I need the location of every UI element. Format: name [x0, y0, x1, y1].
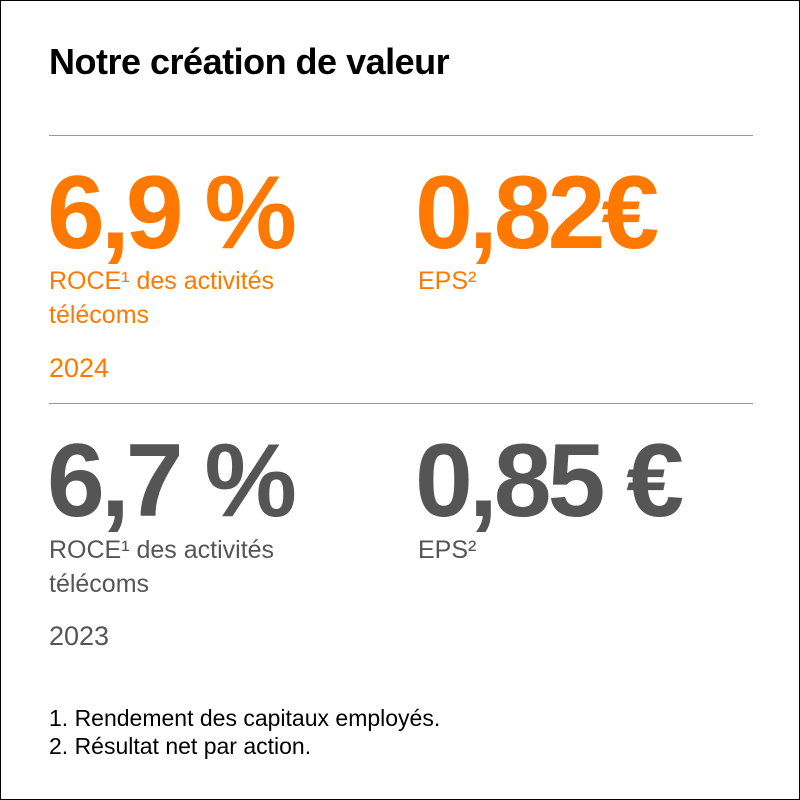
roce-2024-label: ROCE¹ des activités télécoms — [49, 267, 275, 329]
footnote-2: 2. Résultat net par action. — [49, 733, 312, 759]
eps-2024-label: EPS² — [418, 267, 477, 295]
year-2024: 2024 — [49, 353, 110, 383]
eps-2023-label: EPS² — [418, 536, 477, 564]
footnote-1: 1. Rendement des capitaux employés. — [49, 705, 441, 731]
year-2023: 2023 — [49, 621, 110, 651]
card-title: Notre création de valeur — [49, 41, 450, 82]
roce-2024-value: 6,9 % — [47, 155, 297, 271]
eps-2024-value: 0,82€ — [415, 155, 659, 271]
roce-2023-label: ROCE¹ des activités télécoms — [49, 536, 275, 598]
footnotes: 1. Rendement des capitaux employés. 2. R… — [49, 704, 440, 760]
roce-2023-value: 6,7 % — [47, 423, 297, 539]
divider-middle — [49, 403, 753, 404]
divider-top — [49, 135, 753, 136]
eps-2023-value: 0,85 € — [415, 423, 684, 539]
